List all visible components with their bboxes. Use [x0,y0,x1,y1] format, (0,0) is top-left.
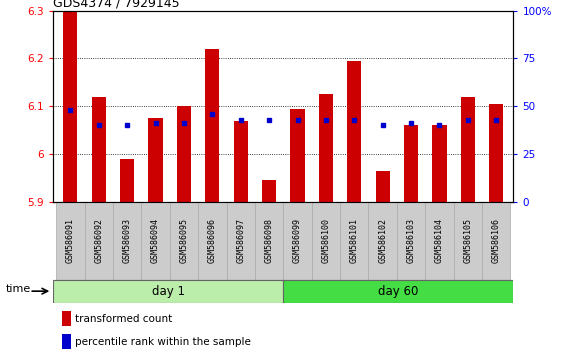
Text: GSM586103: GSM586103 [407,218,416,263]
Bar [433,125,447,202]
Bar [63,11,77,202]
Text: GSM586095: GSM586095 [180,218,188,263]
Text: GSM586094: GSM586094 [151,218,160,263]
Bar [85,202,113,280]
Text: GSM586099: GSM586099 [293,218,302,263]
Bar [397,202,425,280]
Text: GSM586102: GSM586102 [378,218,387,263]
Bar [255,202,283,280]
Text: GSM586104: GSM586104 [435,218,444,263]
Bar [233,121,248,202]
Text: day 1: day 1 [152,285,185,298]
Bar [319,94,333,202]
Bar [120,159,134,202]
Text: GSM586093: GSM586093 [123,218,132,263]
Bar [283,202,312,280]
Bar [62,312,71,326]
Text: GSM586101: GSM586101 [350,218,359,263]
Bar [205,49,219,202]
Bar [149,118,163,202]
Bar [62,335,71,349]
Bar [340,202,369,280]
Text: GSM586098: GSM586098 [265,218,274,263]
Text: GSM586097: GSM586097 [236,218,245,263]
Bar [312,202,340,280]
Bar [283,280,513,303]
Bar [425,202,454,280]
Bar [170,202,198,280]
Bar [376,171,390,202]
Text: GSM586091: GSM586091 [66,218,75,263]
Text: GSM586096: GSM586096 [208,218,217,263]
Text: percentile rank within the sample: percentile rank within the sample [75,337,251,347]
Text: time: time [6,284,31,294]
Bar [454,202,482,280]
Bar [461,97,475,202]
Text: GSM586100: GSM586100 [321,218,330,263]
Text: GSM586092: GSM586092 [94,218,103,263]
Bar [482,202,511,280]
Bar [56,202,85,280]
Bar [262,180,276,202]
Text: day 60: day 60 [378,285,419,298]
Text: GSM586105: GSM586105 [463,218,472,263]
Bar [198,202,227,280]
Bar [91,97,106,202]
Bar [227,202,255,280]
Bar [347,61,361,202]
Bar [53,280,283,303]
Bar [177,106,191,202]
Bar [113,202,141,280]
Text: transformed count: transformed count [75,314,173,324]
Bar [489,104,503,202]
Bar [291,109,305,202]
Bar [369,202,397,280]
Text: GSM586106: GSM586106 [492,218,501,263]
Bar [404,125,418,202]
Text: GDS4374 / 7929145: GDS4374 / 7929145 [53,0,180,10]
Bar [141,202,170,280]
